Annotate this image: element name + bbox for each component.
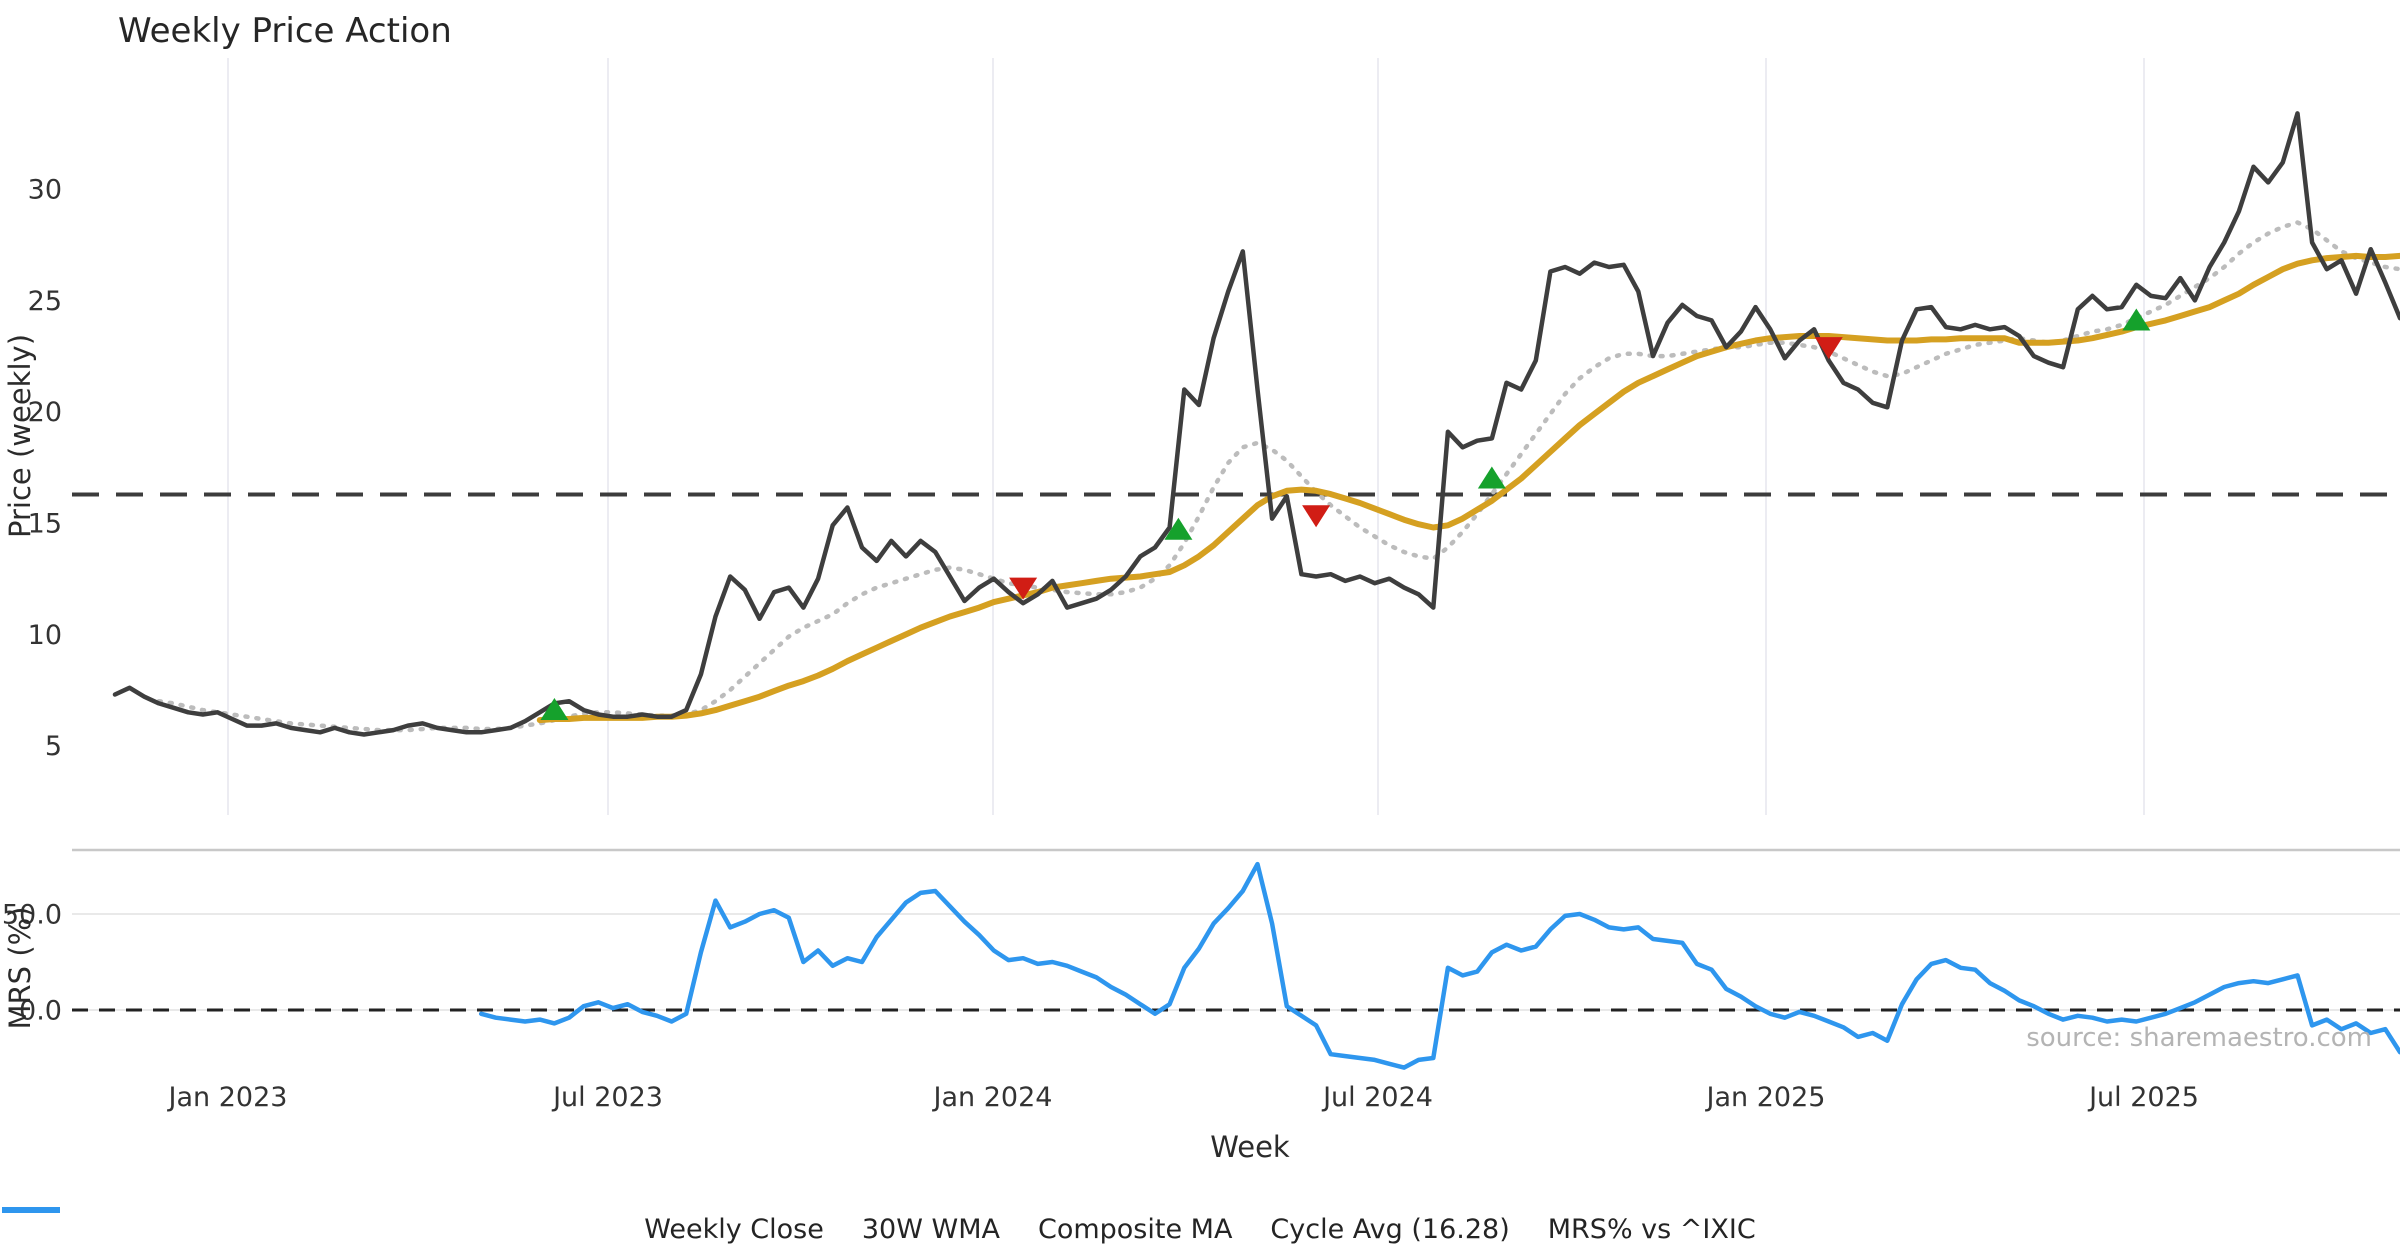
buy-signal-marker bbox=[1477, 466, 1506, 489]
buy-signal-marker bbox=[540, 698, 569, 721]
price-tick-label: 25 bbox=[28, 286, 62, 317]
chart-title: Weekly Price Action bbox=[118, 11, 452, 51]
tick-labels-group: 30 25 20 15 10 5 50.0 0.0 Jan 2023 Jul 2023 Jan 20… bbox=[2, 175, 2199, 1113]
x-tick-label: Jan 2024 bbox=[932, 1082, 1053, 1113]
x-tick-label: Jan 2023 bbox=[167, 1082, 288, 1113]
source-credit: source: sharemaestro.com bbox=[2026, 1023, 2372, 1053]
x-tick-label: Jul 2025 bbox=[2087, 1082, 2199, 1113]
sell-signal-marker bbox=[1302, 505, 1331, 528]
price-tick-label: 20 bbox=[28, 397, 62, 428]
legend-item: 30W WMA bbox=[2, 1207, 1000, 1245]
legend-label: Cycle Avg (16.28) bbox=[1270, 1213, 1510, 1245]
chart-legend: Weekly Close 30W WMA Composite MA Cycle Avg… bbox=[0, 1203, 2400, 1255]
legend-label: MRS% vs ^IXIC bbox=[1547, 1213, 1756, 1245]
price-tick-label: 5 bbox=[45, 731, 62, 762]
price-tick-label: 30 bbox=[28, 175, 62, 206]
legend-label: Weekly Close bbox=[644, 1213, 824, 1245]
price-panel-group bbox=[72, 111, 2400, 737]
mrs-panel-group bbox=[72, 848, 2400, 1070]
gridlines-group bbox=[227, 58, 2145, 815]
sell-signal-marker bbox=[1009, 577, 1038, 600]
legend-label: 30W WMA bbox=[861, 1213, 1000, 1245]
legend-item: MRS% vs ^IXIC bbox=[2, 1207, 1756, 1245]
week-axis-label: Week bbox=[1210, 1130, 1290, 1164]
legend-item: Composite MA bbox=[2, 1207, 1233, 1245]
mrs-tick-label: 50.0 bbox=[2, 900, 62, 931]
buy-signal-marker bbox=[2122, 308, 2151, 331]
x-tick-label: Jul 2023 bbox=[551, 1082, 663, 1113]
legend-swatch-solid bbox=[2, 1207, 60, 1213]
legend-label: Composite MA bbox=[1037, 1213, 1233, 1245]
price-axis-label: Price (weekly) bbox=[3, 334, 37, 538]
mrs-axis-label: MRS (%) bbox=[3, 907, 37, 1030]
legend-item: Weekly Close bbox=[2, 1207, 824, 1245]
composite-ma-line bbox=[156, 220, 2400, 733]
x-tick-label: Jan 2025 bbox=[1705, 1082, 1826, 1113]
wma-line bbox=[536, 252, 2400, 724]
price-tick-label: 15 bbox=[28, 509, 62, 540]
x-tick-label: Jul 2024 bbox=[1321, 1082, 1433, 1113]
mrs-line bbox=[478, 861, 2400, 1070]
mrs-tick-label: 0.0 bbox=[19, 996, 62, 1027]
price-tick-label: 10 bbox=[28, 620, 62, 651]
buy-signal-marker bbox=[1164, 517, 1193, 540]
sell-signal-marker bbox=[1814, 337, 1843, 360]
weekly-close-line bbox=[112, 111, 2400, 737]
legend-item: Cycle Avg (16.28) bbox=[2, 1207, 1510, 1245]
